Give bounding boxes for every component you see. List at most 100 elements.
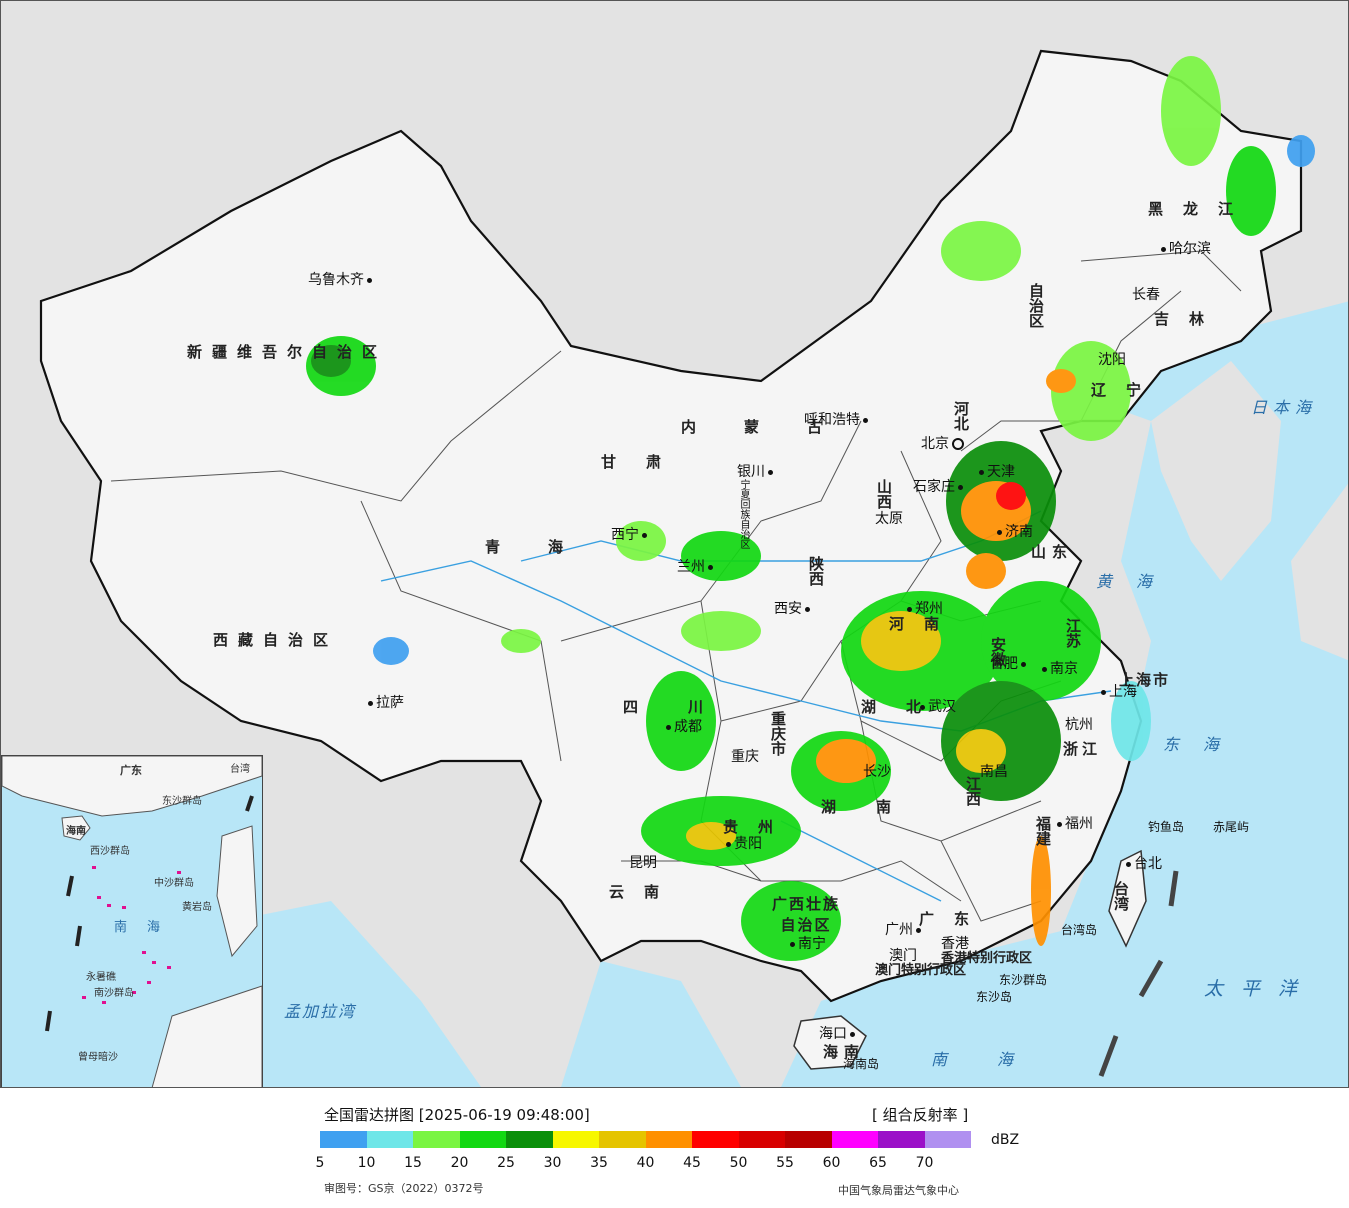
inset-guangdong: 广东 [120, 764, 142, 777]
inset-mainland [2, 756, 262, 817]
inset-philippines [216, 825, 258, 958]
legend-tick: 50 [729, 1155, 748, 1171]
province-gansu: 甘肃 [601, 453, 692, 471]
inset-borneo [151, 985, 262, 1087]
city-shanghai: 上海 [1098, 681, 1137, 701]
hainan-island [793, 1015, 867, 1070]
province-henan: 河南 [889, 615, 960, 633]
label-macau-sar: 澳门特别行政区 [875, 963, 967, 978]
city-hefei: 合肥 [990, 653, 1029, 673]
province-ningxia: 宁夏回族自治区 [738, 479, 749, 549]
city-guiyang: 贵阳 [723, 833, 762, 853]
inset-zengmu: 曾母暗沙 [78, 1052, 118, 1063]
island-diaoyu: 钓鱼岛 [1148, 820, 1185, 834]
inset-zhongsha: 中沙群岛 [154, 878, 194, 889]
legend-tick: 25 [497, 1155, 515, 1171]
city-taipei: 台北 [1123, 853, 1162, 873]
inset-canvas [2, 756, 262, 1087]
sea-pacific: 太平洋 [1204, 978, 1316, 1000]
city-wuhan: 武汉 [917, 696, 956, 716]
legend-swatch [599, 1131, 646, 1148]
city-zhengzhou: 郑州 [904, 598, 943, 618]
map-canvas [39, 49, 1348, 1087]
province-hunan: 湖南 [821, 798, 932, 816]
legend-tick: 65 [869, 1155, 887, 1171]
province-shanxi: 山西 [875, 479, 893, 509]
province-guizhou: 贵州 [723, 818, 794, 836]
inset-taiwan: 台湾 [230, 764, 250, 775]
japan-land [1291, 483, 1348, 661]
city-harbin: 哈尔滨 [1158, 238, 1211, 258]
province-shanghai: 上海市 [1119, 671, 1171, 689]
city-changchun: 长春 [1132, 287, 1160, 303]
city-nanning: 南宁 [787, 933, 826, 953]
legend-tick: 15 [404, 1155, 422, 1171]
province-neimenggu-2: 自治区 [1027, 283, 1045, 328]
legend-tick: 70 [915, 1155, 934, 1171]
city-nanchang: 南昌 [980, 764, 1008, 780]
inset-boundary-lines [45, 795, 254, 1032]
city-chengdu: 成都 [663, 716, 702, 736]
province-guangxi: 广西壮族自治区 [771, 895, 840, 934]
legend-swatch [320, 1131, 367, 1148]
province-xizang: 西藏自治区 [213, 631, 339, 649]
sea-area-south [561, 961, 741, 1087]
inset-islands [82, 866, 181, 1004]
legend-tick: 55 [776, 1155, 794, 1171]
city-lhasa: 拉萨 [365, 692, 404, 712]
legend-product: [ 组合反射率 ] [872, 1106, 969, 1124]
sea-east: 东海 [1163, 735, 1244, 754]
legend-tick: 60 [822, 1155, 841, 1171]
city-yinchuan: 银川 [737, 461, 776, 481]
sea-yellow: 黄海 [1096, 572, 1177, 591]
province-xinjiang: 新疆维吾尔自治区 [187, 343, 388, 361]
legend-swatch [924, 1131, 971, 1148]
legend-tick: 35 [590, 1155, 608, 1171]
korea-land [1151, 361, 1281, 581]
island-dongsha-group: 东沙群岛 [999, 973, 1048, 987]
legend-swatch [692, 1131, 739, 1148]
south-china-sea-inset: 广东 台湾 海南 东沙群岛 西沙群岛 中沙群岛 黄岩岛 南海 永暑礁 南沙群岛 … [1, 755, 263, 1087]
sea-boundary-lines [1098, 870, 1179, 1077]
legend-swatch [413, 1131, 460, 1148]
province-jilin: 吉林 [1154, 310, 1225, 328]
province-zhejiang: 浙江 [1063, 740, 1102, 758]
legend-tick: 45 [683, 1155, 701, 1171]
province-chongqing: 重庆市 [769, 711, 787, 756]
province-jiangsu: 江苏 [1064, 618, 1082, 648]
radar-map: 新疆维吾尔自治区 西藏自治区 青海 甘肃 内蒙古 自治区 黑龙江 吉林 辽宁 河… [0, 0, 1349, 1088]
province-taiwan: 台湾 [1112, 881, 1130, 911]
sea-bengal: 孟加拉湾 [284, 1002, 357, 1021]
legend-tick: 20 [450, 1155, 469, 1171]
city-shenyang: 沈阳 [1098, 352, 1126, 368]
city-chongqing: 重庆 [731, 749, 759, 765]
inset-xisha: 西沙群岛 [90, 846, 130, 857]
city-hangzhou: 杭州 [1065, 717, 1093, 733]
city-shijiazhuang: 石家庄 [913, 476, 966, 496]
inset-yongshu: 永暑礁 [86, 972, 116, 983]
province-liaoning: 辽宁 [1091, 381, 1162, 399]
province-fujian: 福建 [1034, 816, 1052, 846]
legend-tick: 10 [357, 1155, 376, 1171]
legend-title: 全国雷达拼图 [2025-06-19 09:48:00] [324, 1106, 590, 1124]
city-haikou: 海口 [819, 1023, 858, 1043]
city-beijing: 北京 [921, 433, 967, 453]
city-hohhot: 呼和浩特 [804, 409, 871, 429]
province-hebei: 河北 [952, 401, 970, 431]
data-source: 中国气象局雷达气象中心 [838, 1184, 959, 1197]
inset-hainan: 海南 [66, 826, 86, 837]
city-nanjing: 南京 [1039, 658, 1078, 678]
province-shandong: 山东 [1031, 543, 1074, 561]
city-urumqi: 乌鲁木齐 [308, 269, 375, 289]
taiwan-island [1108, 849, 1147, 948]
province-jiangxi: 江西 [964, 776, 982, 806]
city-taiyuan: 太原 [875, 511, 903, 527]
sea-japan: 日本海 [1251, 398, 1318, 417]
inset-dongsha: 东沙群岛 [162, 796, 202, 807]
province-guangdong: 广东 [919, 910, 990, 928]
legend-swatch [459, 1131, 506, 1148]
legend-swatch [738, 1131, 785, 1148]
radar-echoes [306, 56, 1315, 961]
city-lanzhou: 兰州 [677, 556, 716, 576]
legend-swatch [506, 1131, 553, 1148]
